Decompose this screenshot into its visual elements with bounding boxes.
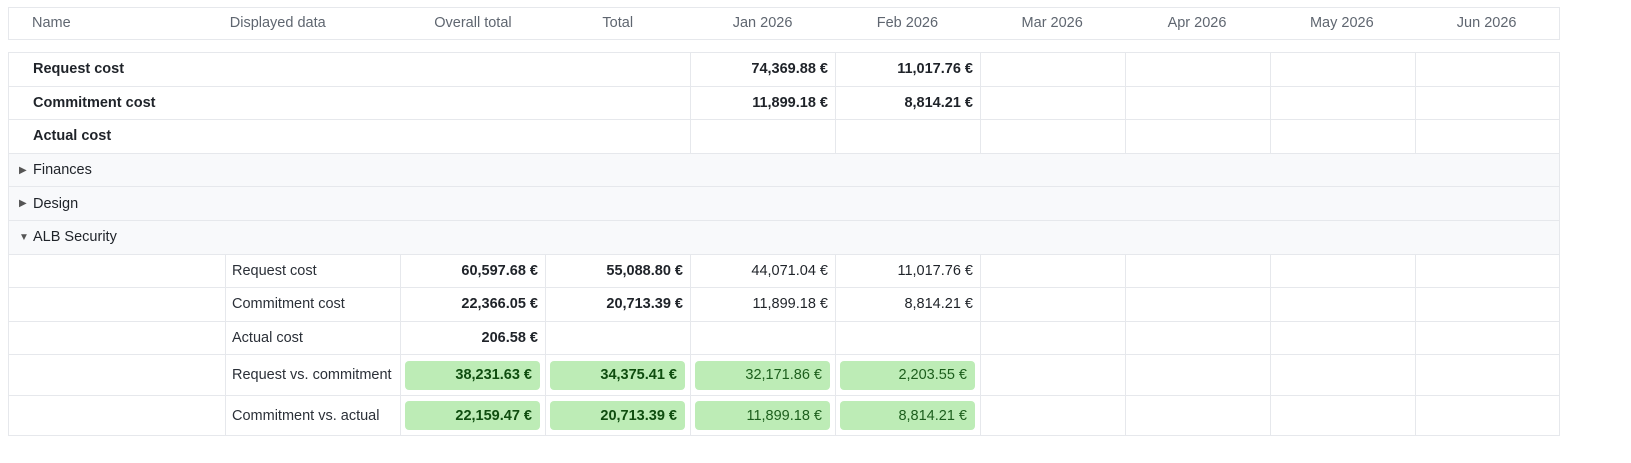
group-row-finances[interactable]: ▶ Finances	[9, 153, 1559, 188]
cell-may	[1271, 355, 1416, 395]
col-header-mar[interactable]: Mar 2026	[1021, 15, 1083, 31]
col-header-feb[interactable]: Feb 2026	[876, 15, 939, 31]
detail-row: Request vs. commitment 38,231.63 € 34,37…	[9, 355, 1559, 396]
detail-row: Commitment vs. actual 22,159.47 € 20,713…	[9, 395, 1559, 437]
group-row-design[interactable]: ▶ Design	[9, 187, 1559, 221]
col-header-jan[interactable]: Jan 2026	[732, 15, 793, 31]
cell-overall-total: 60,597.68 €	[401, 254, 546, 288]
cell-overall-total: 22,159.47 €	[405, 401, 540, 431]
cell-feb: 8,814.21 €	[836, 86, 981, 120]
cell-overall-total: 38,231.63 €	[405, 360, 540, 390]
group-name: Finances	[33, 162, 92, 179]
cell-may	[1271, 254, 1416, 288]
col-header-overall-total[interactable]: Overall total	[434, 15, 512, 31]
cell-feb: 11,017.76 €	[836, 53, 981, 86]
cell-jun	[1416, 322, 1563, 355]
cell-total: 20,713.39 €	[546, 288, 691, 321]
row-label: Commitment cost	[9, 86, 691, 120]
cell-feb: 8,814.21 €	[840, 401, 975, 431]
cell-total: 20,713.39 €	[550, 401, 685, 431]
cell-jun	[1416, 355, 1563, 395]
summary-row: Commitment cost 11,899.18 € 8,814.21 €	[9, 86, 1559, 121]
cell-mar	[981, 53, 1126, 86]
cell-feb	[836, 321, 981, 355]
cell-feb	[836, 120, 981, 153]
col-header-displayed-data[interactable]: Displayed data	[229, 15, 326, 31]
group-name: Design	[33, 195, 79, 212]
cell-jun	[1416, 396, 1563, 436]
detail-row: Actual cost 206.58 €	[9, 321, 1559, 356]
cell-jan: 32,171.86 €	[695, 360, 830, 390]
cell-mar	[981, 355, 1126, 395]
cell-may	[1271, 288, 1416, 321]
cell-may	[1271, 120, 1416, 153]
cell-jun	[1416, 87, 1563, 120]
summary-row: Request cost 74,369.88 € 11,017.76 €	[9, 53, 1559, 87]
cell-mar	[981, 321, 1126, 355]
group-row-alb-security[interactable]: ▼ ALB Security	[9, 220, 1559, 255]
cell-may	[1271, 395, 1416, 436]
cell-jan: 74,369.88 €	[691, 53, 836, 86]
cell-may	[1271, 53, 1416, 86]
group-name: ALB Security	[33, 229, 117, 246]
cell-feb: 2,203.55 €	[840, 360, 975, 390]
cell-overall-total: 22,366.05 €	[401, 288, 546, 321]
cell-apr	[1126, 86, 1271, 120]
cell-total	[546, 321, 691, 355]
table-body: Request cost 74,369.88 € 11,017.76 € Com…	[8, 52, 1560, 437]
cell-apr	[1126, 355, 1271, 395]
cell-mar	[981, 395, 1126, 436]
triangle-right-icon[interactable]: ▶	[19, 164, 27, 176]
cell-feb: 11,017.76 €	[836, 254, 981, 288]
cell-apr	[1126, 321, 1271, 355]
cell-mar	[981, 254, 1126, 288]
col-header-name[interactable]: Name	[32, 15, 71, 31]
cell-mar	[981, 86, 1126, 120]
cell-overall-total: 206.58 €	[401, 321, 546, 355]
cell-jun	[1416, 53, 1563, 86]
summary-row: Actual cost	[9, 120, 1559, 154]
cell-jun	[1416, 255, 1563, 288]
cell-apr	[1126, 120, 1271, 153]
col-header-may[interactable]: May 2026	[1309, 15, 1374, 31]
cell-jun	[1416, 288, 1563, 321]
displayed-data-label: Request cost	[226, 254, 401, 288]
col-header-total[interactable]: Total	[602, 15, 634, 31]
cell-apr	[1126, 395, 1271, 436]
row-label: Request cost	[9, 53, 691, 86]
displayed-data-label: Commitment cost	[226, 288, 401, 321]
triangle-right-icon[interactable]: ▶	[19, 198, 27, 210]
col-header-jun[interactable]: Jun 2026	[1456, 15, 1517, 31]
cell-may	[1271, 321, 1416, 355]
row-label: Actual cost	[9, 120, 691, 153]
cell-jan: 11,899.18 €	[695, 401, 830, 431]
cell-jan: 11,899.18 €	[691, 86, 836, 120]
cell-jun	[1416, 120, 1563, 153]
displayed-data-label: Commitment vs. actual	[226, 395, 401, 436]
cell-total: 34,375.41 €	[550, 360, 685, 390]
cell-jan: 44,071.04 €	[691, 254, 836, 288]
cell-jan	[691, 120, 836, 153]
cell-may	[1271, 86, 1416, 120]
cell-mar	[981, 288, 1126, 321]
cell-jan: 11,899.18 €	[691, 288, 836, 321]
detail-row: Request cost 60,597.68 € 55,088.80 € 44,…	[9, 254, 1559, 289]
cell-mar	[981, 120, 1126, 153]
cell-total: 55,088.80 €	[546, 254, 691, 288]
triangle-down-icon[interactable]: ▼	[19, 231, 29, 243]
cell-apr	[1126, 254, 1271, 288]
cell-feb: 8,814.21 €	[836, 288, 981, 321]
cell-apr	[1126, 288, 1271, 321]
detail-row: Commitment cost 22,366.05 € 20,713.39 € …	[9, 288, 1559, 322]
displayed-data-label: Request vs. commitment	[226, 355, 401, 395]
cell-apr	[1126, 53, 1271, 86]
cell-jan	[691, 321, 836, 355]
col-header-apr[interactable]: Apr 2026	[1167, 15, 1227, 31]
table-header: Name Displayed data Overall total Total …	[8, 7, 1560, 40]
displayed-data-label: Actual cost	[226, 321, 401, 355]
